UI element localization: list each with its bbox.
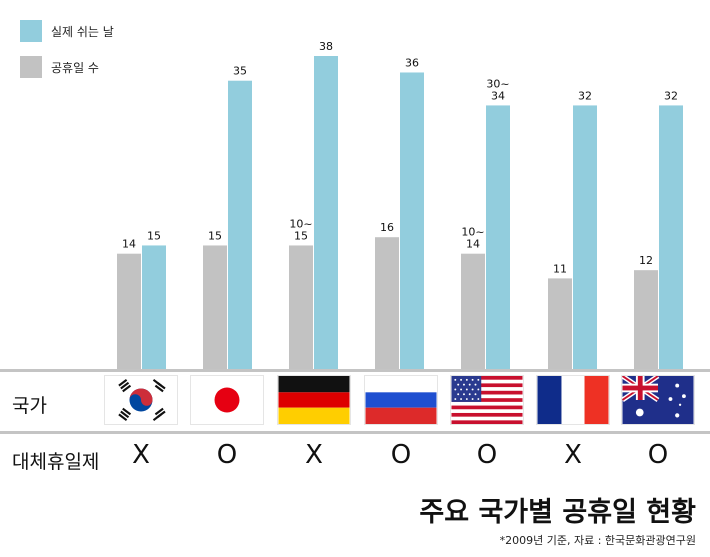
japan-flag-icon: [190, 375, 264, 425]
data-label-holidays-russia: 16: [380, 221, 394, 234]
data-label-actual-france: 32: [578, 89, 592, 102]
data-label-holidays-germany: 10~ 15: [289, 217, 312, 242]
bar-holidays-usa: [461, 253, 485, 369]
substitute-mark-germany: X: [305, 440, 323, 470]
australia-flag-icon: [621, 375, 695, 425]
bar-actual-russia: [400, 72, 424, 369]
bar-actual-usa: [486, 105, 510, 369]
bar-actual-france: [573, 105, 597, 369]
substitute-mark-japan: O: [216, 440, 238, 470]
baseline-divider: [0, 369, 710, 372]
data-label-actual-japan: 35: [233, 65, 247, 78]
bar-actual-korea: [142, 245, 166, 369]
bar-holidays-korea: [117, 253, 141, 369]
bar-holidays-australia: [634, 270, 658, 369]
legend-label-actual: 실제 쉬는 날: [51, 24, 114, 39]
country-row-label: 국가: [12, 395, 47, 417]
legend-item-holidays: 공휴일 수: [20, 56, 114, 78]
substitute-mark-russia: O: [390, 440, 412, 470]
data-label-holidays-usa: 10~ 14: [461, 226, 484, 251]
legend: 실제 쉬는 날 공휴일 수: [20, 20, 114, 92]
legend-swatch-actual: [20, 20, 42, 42]
bar-holidays-russia: [375, 237, 399, 369]
legend-item-actual: 실제 쉬는 날: [20, 20, 114, 42]
substitute-mark-australia: O: [647, 440, 669, 470]
data-label-holidays-japan: 15: [208, 229, 222, 242]
germany-flag-icon: [277, 375, 351, 425]
bar-actual-australia: [659, 105, 683, 369]
data-label-actual-usa: 30~ 34: [486, 77, 509, 102]
data-label-holidays-australia: 12: [639, 254, 653, 267]
data-label-actual-korea: 15: [147, 229, 161, 242]
bar-holidays-france: [548, 278, 572, 369]
legend-label-holidays: 공휴일 수: [51, 60, 99, 75]
substitute-mark-korea: X: [132, 440, 150, 470]
data-label-actual-germany: 38: [319, 40, 333, 53]
bar-holidays-japan: [203, 245, 227, 369]
france-flag-icon: [536, 375, 610, 425]
substitute-mark-france: X: [564, 440, 582, 470]
substitute-row-label: 대체휴일제: [12, 451, 100, 473]
data-label-actual-russia: 36: [405, 56, 419, 69]
legend-swatch-holidays: [20, 56, 42, 78]
source-note: *2009년 기준, 자료 : 한국문화관광연구원: [499, 534, 696, 547]
bar-actual-japan: [228, 80, 252, 370]
bar-chart: 14 15 15 35 10~ 15 38 16 36 10~ 14 30~ 34 11 32 12 32: [117, 40, 683, 370]
data-label-holidays-france: 11: [553, 262, 567, 275]
chart-title: 주요 국가별 공휴일 현황: [419, 497, 696, 528]
row-divider: [0, 431, 710, 434]
data-label-holidays-korea: 14: [122, 238, 136, 251]
data-label-actual-australia: 32: [664, 89, 678, 102]
usa-flag-icon: [450, 375, 524, 425]
bar-actual-germany: [314, 56, 338, 369]
korea-flag-icon: [104, 375, 178, 425]
russia-flag-icon: [364, 375, 438, 425]
substitute-mark-usa: O: [476, 440, 498, 470]
bar-holidays-germany: [289, 245, 313, 369]
